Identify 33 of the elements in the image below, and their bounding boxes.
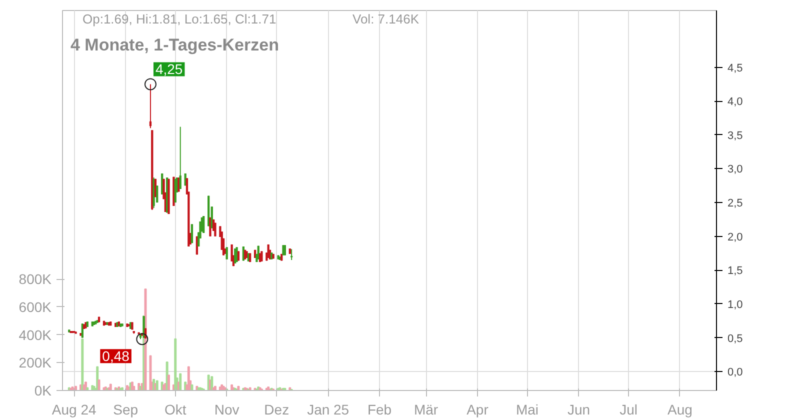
x-tick-label: Apr (466, 402, 489, 418)
x-tick-label: Mai (516, 402, 539, 418)
y-tick-label: 4,5 (728, 62, 743, 74)
text: 4 Monate, 1-Tages-Kerzen (70, 36, 279, 54)
annotation: 4,25 (155, 61, 183, 78)
x-tick-label: Jan 25 (307, 402, 350, 418)
annotation: Vol: 7.146K (352, 12, 420, 26)
x-tick-label: Jun (567, 402, 590, 418)
y2-tick-label: 200K (18, 354, 52, 371)
y-tick-label: 1,5 (728, 265, 743, 278)
y2-tick-label: 400K (18, 326, 52, 343)
x-tick-label: Nov (214, 402, 240, 418)
y-tick-label: 0,0 (728, 366, 743, 379)
y-tick-label: 2,0 (728, 231, 743, 244)
x-tick-label: Sep (113, 402, 138, 418)
y-tick-label: 1,0 (728, 298, 743, 311)
x-tick-label: Okt (164, 402, 186, 418)
x-tick-label: Aug 24 (52, 402, 97, 418)
x-tick-label: Mär (414, 402, 438, 418)
y2-tick-label: 600K (18, 298, 52, 315)
y-tick-label: 3,0 (728, 164, 743, 176)
x-tick-label: Aug (668, 402, 692, 418)
y-tick-label: 2,5 (728, 198, 743, 210)
annotation: 0,48 (102, 348, 130, 364)
y2-tick-label: 0K (34, 382, 52, 398)
y-tick-label: 0,5 (728, 332, 743, 345)
x-tick-label: Feb (367, 402, 392, 418)
y-tick-label: 4,0 (728, 96, 743, 108)
x-tick-label: Jul (620, 402, 638, 418)
y2-tick-label: 800K (18, 271, 52, 288)
x-tick-label: Dez (264, 402, 290, 418)
y-tick-label: 3,5 (728, 130, 743, 142)
annotation: Op:1.69, Hi:1.81, Lo:1.65, Cl:1.71 (82, 12, 276, 26)
